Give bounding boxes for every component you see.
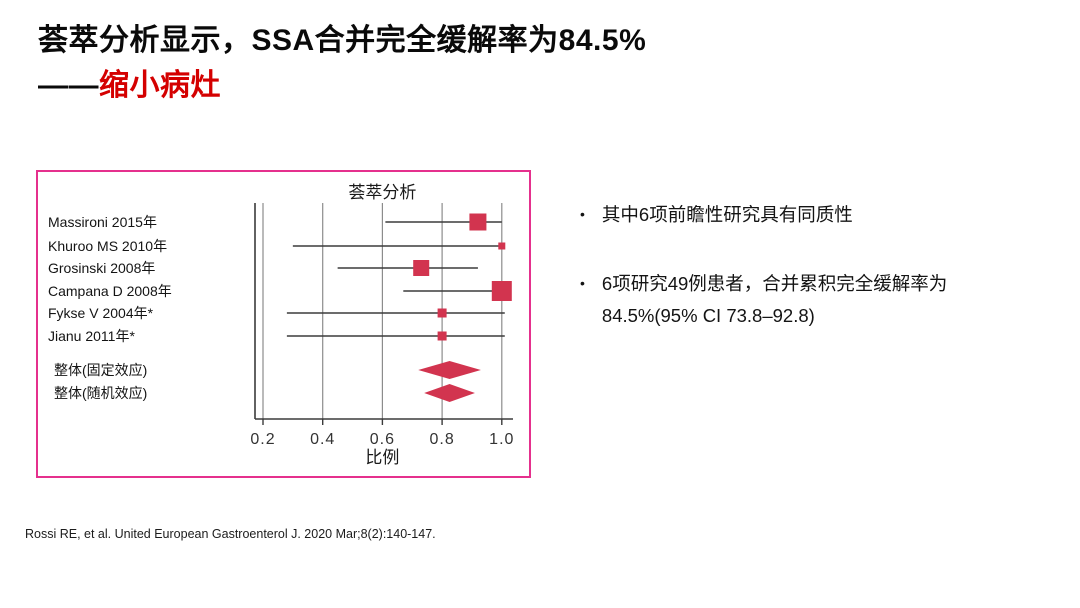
bullet-list: • 其中6项前瞻性研究具有同质性 • 6项研究49例患者，合并累积完全缓解率为 …	[580, 199, 1042, 368]
bullet-text: 6项研究49例患者，合并累积完全缓解率为 84.5%(95% CI 73.8–9…	[601, 272, 948, 326]
estimate-marker	[437, 308, 447, 318]
x-tick-label: 0.8	[429, 431, 454, 448]
bullet-item: • 其中6项前瞻性研究具有同质性	[580, 199, 1042, 231]
estimate-marker	[491, 281, 512, 301]
x-tick-label: 0.6	[370, 431, 395, 448]
estimate-marker	[469, 213, 487, 231]
pooled-label: 整体(固定效应)	[54, 362, 147, 378]
forest-plot-panel: 0.2 0.4 0.6 0.8 1.0 荟萃分析比例 Massironi 2015年 Khur…	[36, 170, 531, 478]
study-label: Jianu 2011年*	[48, 328, 135, 344]
pooled-label: 整体(随机效应)	[54, 385, 147, 401]
slide-title-line1: 荟萃分析显示，SSA合并完全缓解率为84.5%	[38, 24, 647, 57]
title-dash: ——	[38, 69, 99, 102]
study-label: Massironi 2015年	[48, 214, 157, 230]
x-tick-label: 0.2	[250, 431, 275, 448]
pooled-diamond	[418, 361, 481, 379]
chart-xlabel: 比例	[365, 448, 399, 467]
estimate-marker	[413, 260, 430, 276]
x-tick-label: 0.4	[310, 431, 335, 448]
citation: Rossi RE, et al. United European Gastroe…	[25, 527, 436, 541]
bullet-dot: •	[580, 274, 585, 291]
study-label: Fykse V 2004年*	[48, 305, 154, 321]
study-label: Khuroo MS 2010年	[48, 238, 167, 254]
study-label: Campana D 2008年	[48, 283, 172, 299]
bullet-item: • 6项研究49例患者，合并累积完全缓解率为 84.5%(95% CI 73.8…	[580, 268, 1042, 332]
study-label: Grosinski 2008年	[48, 260, 155, 276]
estimate-marker	[437, 331, 447, 341]
pooled-diamond	[424, 384, 475, 402]
bullet-dot: •	[580, 206, 585, 222]
chart-title: 荟萃分析	[348, 183, 416, 202]
title-highlight: 缩小病灶	[99, 69, 221, 102]
bullet-text: 其中6项前瞻性研究具有同质性	[601, 204, 853, 225]
x-tick-label: 1.0	[489, 431, 514, 448]
estimate-marker	[498, 242, 506, 250]
slide-title: 荟萃分析显示，SSA合并完全缓解率为84.5% ——缩小病灶	[38, 18, 646, 108]
slide-title-line2: ——缩小病灶	[38, 63, 646, 108]
